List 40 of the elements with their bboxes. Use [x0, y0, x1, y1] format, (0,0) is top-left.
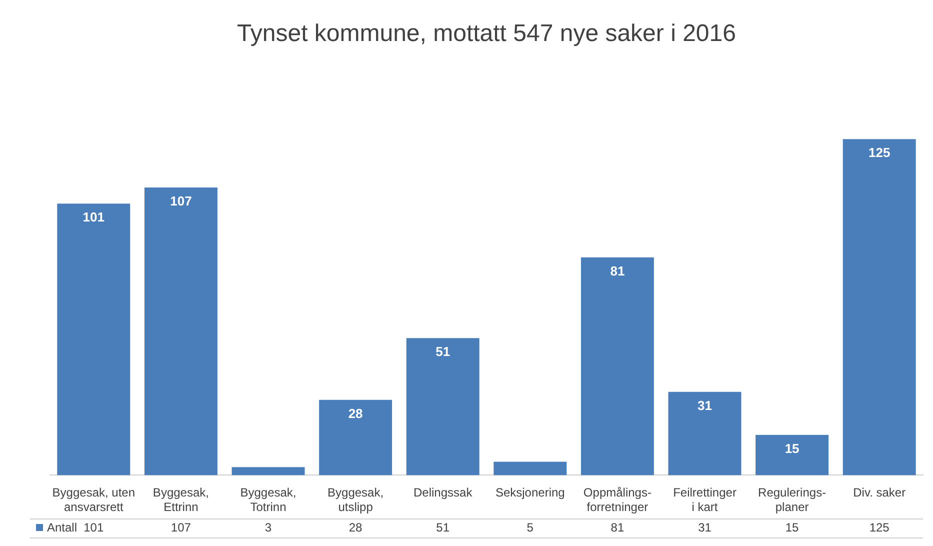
bar [319, 400, 392, 476]
bar [668, 392, 742, 476]
bar [580, 257, 654, 476]
annotation: 28 [348, 406, 363, 421]
data-label: 15 [785, 520, 800, 534]
x-tick-label: Byggesak, Totrinn [240, 486, 296, 514]
data-label: 81 [610, 520, 624, 534]
bar [756, 434, 829, 476]
data-label: 31 [698, 520, 712, 534]
bar [232, 467, 305, 476]
data-label: 125 [869, 520, 890, 534]
annotation: 101 [82, 210, 104, 225]
chart-title: Tynset kommune, mottatt 547 nye saker i 2016 [237, 20, 736, 48]
bar [494, 462, 567, 476]
data-label: 5 [526, 520, 534, 534]
x-tick-label: Div. saker [853, 486, 906, 500]
data-label: 28 [348, 520, 363, 534]
data-label: 101 [84, 520, 104, 534]
data-label: 51 [436, 520, 450, 534]
x-tick-label: Feilrettinger i kart [673, 486, 736, 514]
annotation: 51 [436, 344, 450, 360]
annotation: 15 [784, 440, 800, 456]
bar [144, 188, 218, 476]
bar [842, 139, 916, 476]
x-tick-label: Byggesak, Ettrinn [152, 486, 209, 514]
annotation: 125 [868, 145, 890, 160]
x-tick-label: Delingssak [414, 486, 474, 500]
bar [406, 338, 480, 476]
x-tick-label: Seksjonering [495, 486, 565, 500]
data-label: 107 [170, 520, 192, 534]
bar [57, 204, 130, 476]
annotation: 81 [610, 264, 625, 279]
x-tick-label: Byggesak, utslipp [328, 486, 384, 514]
x-tick-label: Oppmålings-forretninger [583, 486, 652, 514]
annotation: 107 [170, 194, 192, 209]
annotation: 31 [698, 398, 712, 413]
x-tick-label: Byggesak, uten ansvarsrett [52, 486, 136, 514]
legend-label: Antall [47, 520, 78, 534]
x-tick-label: Regulerings-planer [758, 486, 826, 514]
data-label: 3 [264, 520, 272, 534]
